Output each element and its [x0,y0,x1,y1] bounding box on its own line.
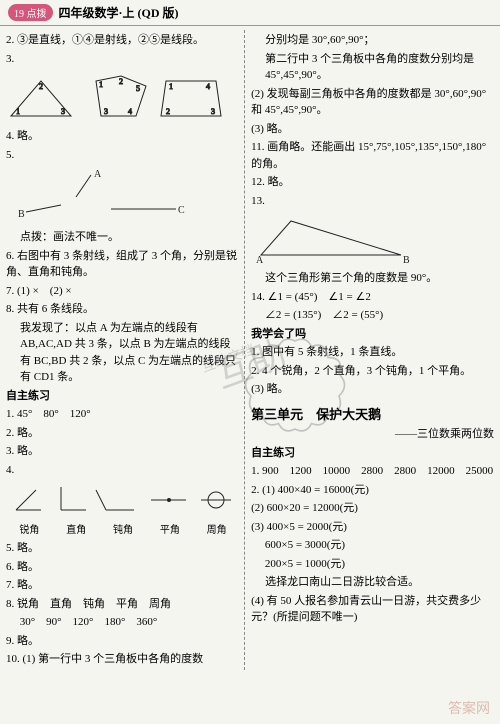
svg-text:A: A [256,255,264,263]
item-4: 4. 略。 [6,128,240,145]
z3: 3. 略。 [6,443,240,460]
svg-text:5: 5 [136,84,140,93]
r3: (3) 略。 [251,121,494,138]
item-6: 6. 右图中有 3 条射线，组成了 3 个角，分别是锐角、直角和钝角。 [6,248,240,281]
svg-text:4: 4 [206,82,210,91]
item-3: 3. [6,51,240,68]
shapes-diagram: 1 2 3 1 2 5 3 4 1 4 2 3 [6,71,240,124]
r2: (2) 发现每副三角板中各角的度数都是 30°,60°,90°和 45°,45°… [251,86,494,119]
header-title: 四年级数学·上 (QD 版) [59,4,179,21]
footer-watermark: 答案网 [448,698,490,718]
page-header: 19 点拨 四年级数学·上 (QD 版) [0,0,500,26]
u2f: 选择龙口南山二日游比较合适。 [251,574,494,591]
u2b: (2) 600×20 = 12000(元) [251,500,494,517]
tri-note: 这个三角形第三个角的度数是 90°。 [251,270,494,287]
angle-label: 钝角 [113,521,133,536]
z8: 8. 锐角 直角 钝角 平角 周角 [6,596,240,613]
u2: 2. (1) 400×40 = 16000(元) [251,482,494,499]
svg-text:1: 1 [99,80,103,89]
r1: 分别均是 30°,60°,90°； [251,32,494,49]
self-practice-2: 自主练习 [251,445,494,462]
r13: 13. [251,193,494,210]
z1: 1. 45° 80° 120° [6,406,240,423]
svg-text:2: 2 [166,107,170,116]
page-number-badge: 19 点拨 [8,4,53,21]
r11: 11. 画角略。还能画出 15°,75°,105°,135°,150°,180°… [251,139,494,172]
svg-text:3: 3 [211,107,215,116]
z9: 9. 略。 [6,633,240,650]
item-2: 2. ③是直线，①④是射线，②⑤是线段。 [6,32,240,49]
svg-text:3: 3 [104,107,108,116]
u2c: (3) 400×5 = 2000(元) [251,519,494,536]
left-column: 2. ③是直线，①④是射线，②⑤是线段。 3. 1 2 3 1 2 5 3 4 … [6,30,245,670]
svg-text:A: A [94,169,102,180]
angle-label: 平角 [160,521,180,536]
item-5: 5. [6,147,240,164]
item-8b: 我发现了：以点 A 为左端点的线段有 AB,AC,AD 共 3 条，以点 B 为… [6,320,240,386]
svg-text:3: 3 [61,107,65,116]
u2e: 200×5 = 1000(元) [251,556,494,573]
page-num: 19 [14,9,24,20]
angle-label: 周角 [207,521,227,536]
angle-labels-row: 锐角 直角 钝角 平角 周角 [6,521,240,536]
z5: 5. 略。 [6,540,240,557]
z7: 7. 略。 [6,577,240,594]
u2d: 600×5 = 3000(元) [251,537,494,554]
svg-text:C: C [178,205,185,216]
angle-label: 直角 [66,521,86,536]
triangle-diagram: A B [251,213,494,266]
item-7: 7. (1) × (2) × [6,283,240,300]
tip-5: 点拨：画法不唯一。 [6,229,240,246]
angle-label: 锐角 [19,521,39,536]
svg-text:1: 1 [169,82,173,91]
item-8: 8. 共有 6 条线段。 [6,301,240,318]
svg-text:B: B [403,255,410,263]
u1: 1. 900 1200 10000 2800 2800 12000 25000 [251,463,494,480]
svg-text:4: 4 [128,107,132,116]
z6: 6. 略。 [6,559,240,576]
z2: 2. 略。 [6,425,240,442]
r14: 14. ∠1 = (45°) ∠1 = ∠2 [251,289,494,306]
stamp-decoration [240,330,350,440]
svg-text:1: 1 [16,107,20,116]
u4: (4) 有 50 人报名参加青云山一日游，共交费多少元？(所提问题不唯一) [251,593,494,626]
badge-text: 点拨 [27,9,47,20]
z8b: 30° 90° 120° 180° 360° [6,614,240,631]
z10: 10. (1) 第一行中 3 个三角板中各角的度数 [6,651,240,668]
abc-diagram: A B C [6,167,240,225]
svg-text:B: B [18,209,25,220]
r1b: 第二行中 3 个三角板中各角的度数分别均是 45°,45°,90°。 [251,51,494,84]
svg-text:2: 2 [39,82,43,91]
r14b: ∠2 = (135°) ∠2 = (55°) [251,307,494,324]
z4: 4. [6,462,240,479]
self-practice: 自主练习 [6,388,240,405]
svg-text:2: 2 [119,77,123,86]
r12: 12. 略。 [251,174,494,191]
angles-diagram: 锐角 直角 钝角 平角 周角 [6,482,240,536]
